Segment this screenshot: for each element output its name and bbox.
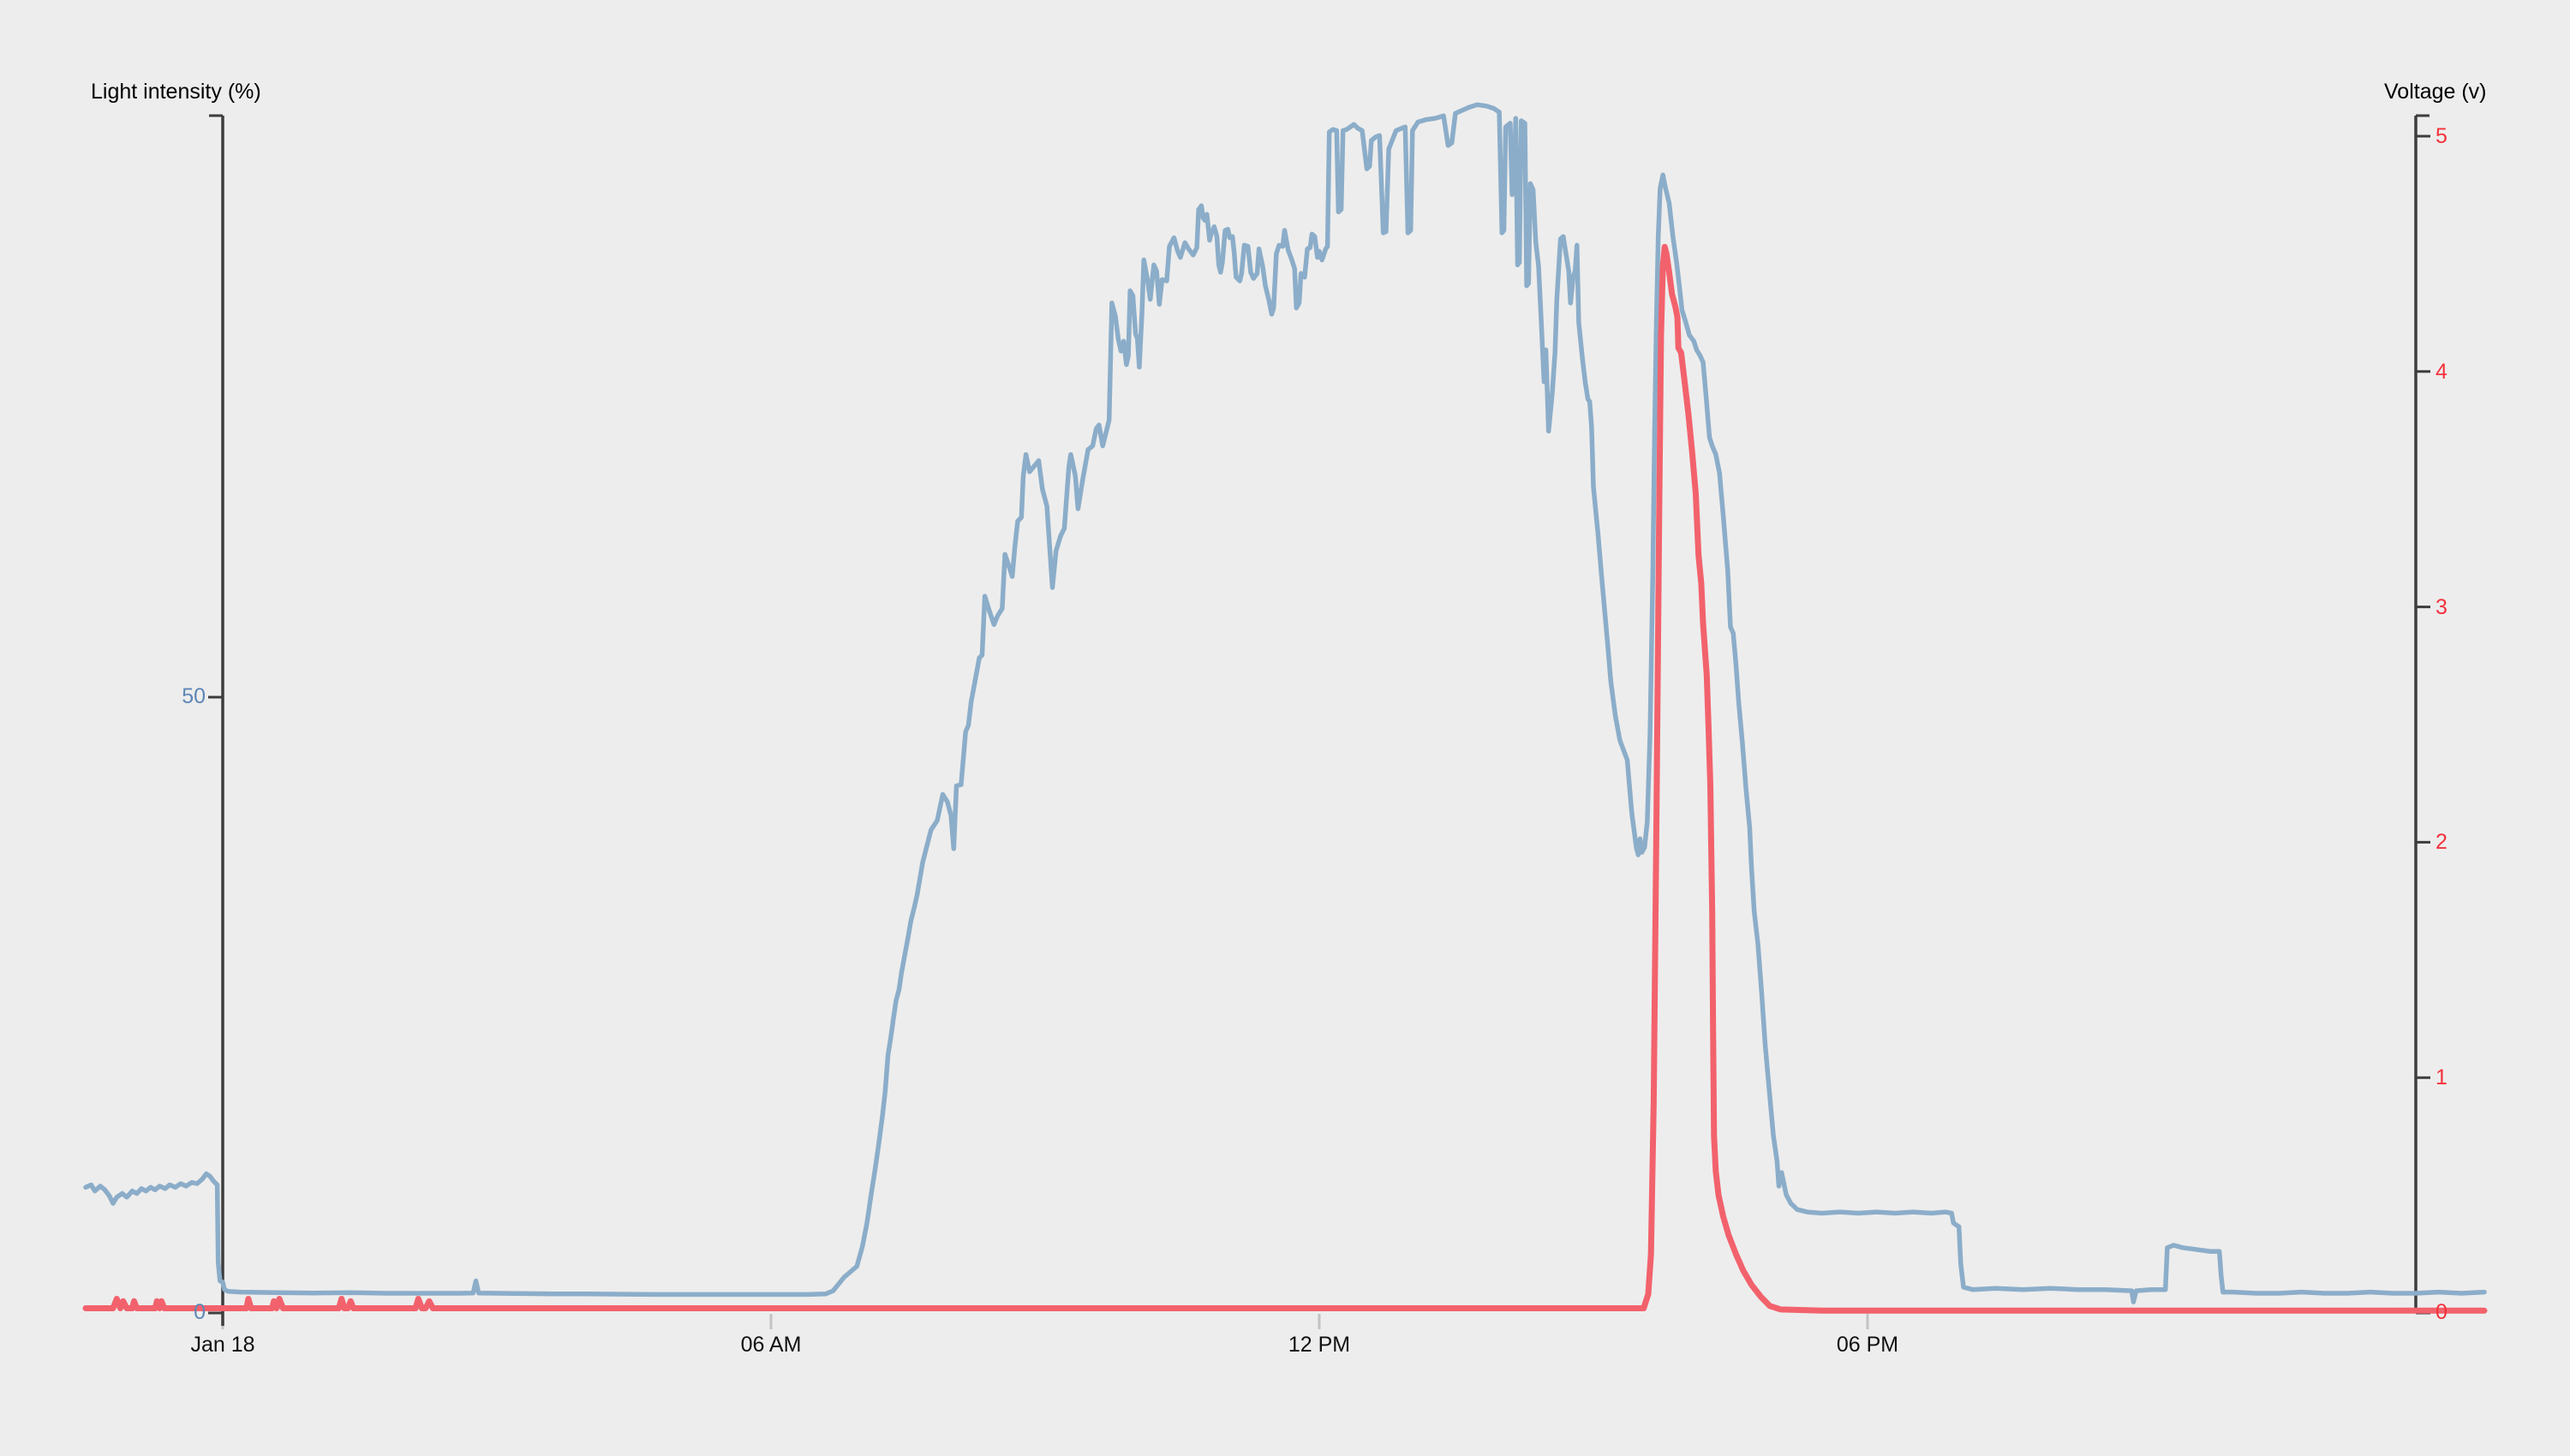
right-axis-tick-label-0: 0 (2436, 1300, 2447, 1324)
right-axis-tick-label-5: 5 (2436, 124, 2447, 148)
light-intensity-series-line[interactable] (83, 102, 2487, 1304)
x-tick-label-06pm: 06 PM (1836, 1333, 1899, 1357)
voltage-series-line[interactable] (82, 243, 2488, 1314)
left-axis-tick-label-50: 50 (182, 684, 206, 708)
left-axis-title: Light intensity (%) (91, 80, 261, 104)
right-axis-tick-label-1: 1 (2436, 1065, 2447, 1089)
left-axis-tick-label-0: 0 (194, 1300, 206, 1324)
x-tick-label-12pm: 12 PM (1288, 1333, 1351, 1357)
right-axis-tick-label-4: 4 (2436, 360, 2447, 384)
x-tick-label-jan18: Jan 18 (190, 1333, 255, 1357)
right-axis-tick-label-2: 2 (2436, 830, 2447, 854)
right-axis-tick-label-3: 3 (2436, 595, 2447, 619)
x-tick-label-06am: 06 AM (740, 1333, 802, 1357)
right-axis-title: Voltage (v) (2384, 80, 2487, 104)
